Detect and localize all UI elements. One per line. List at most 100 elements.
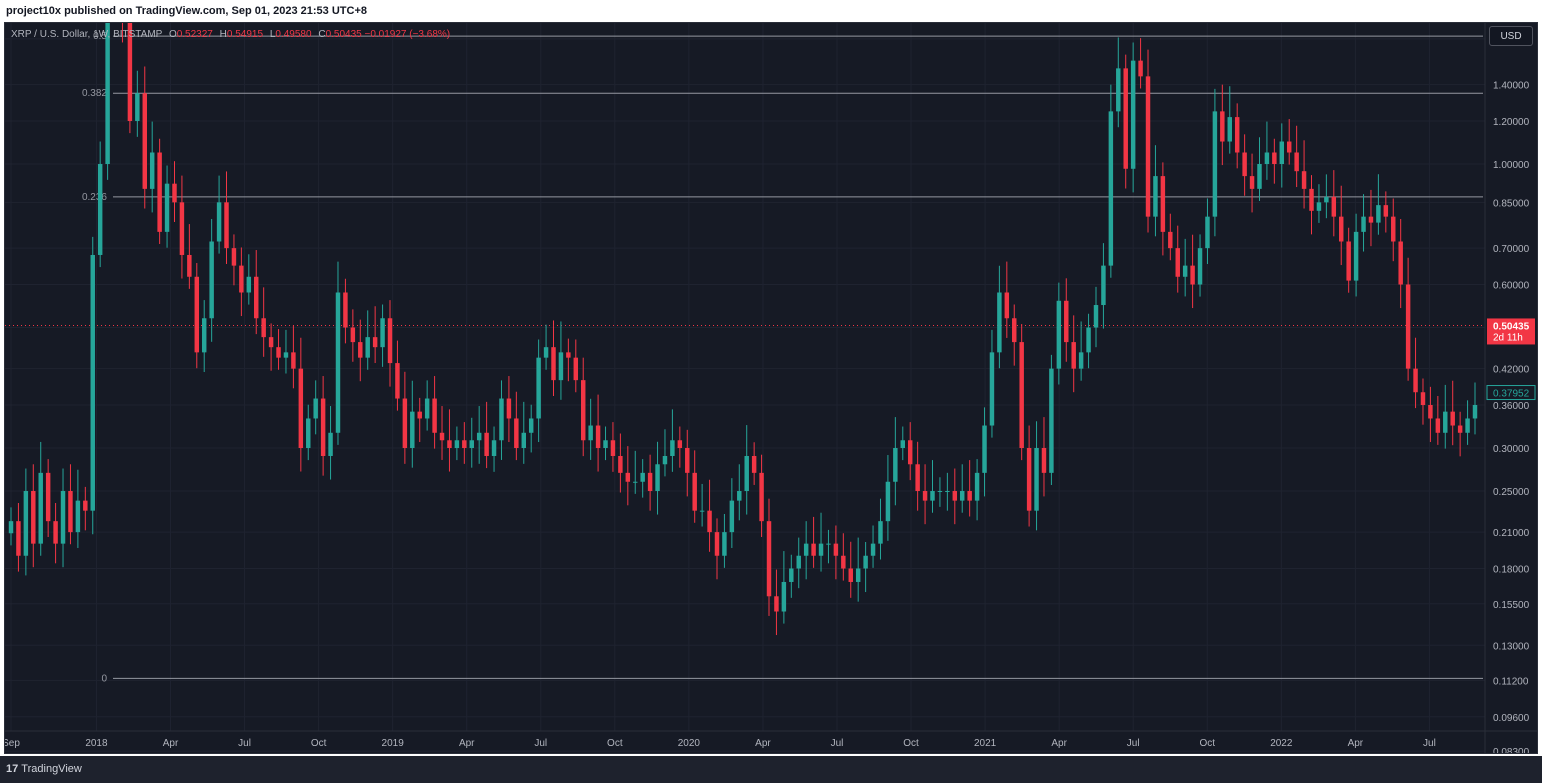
candle-body <box>283 352 289 358</box>
candle-body <box>1242 152 1247 177</box>
candle-body <box>1346 241 1351 281</box>
candle-body <box>580 380 586 441</box>
candle-body <box>1309 188 1314 211</box>
candle-body <box>372 337 378 348</box>
candle-body <box>335 292 341 433</box>
candle-body <box>989 352 995 426</box>
time-axis[interactable]: Sep 2018 Apr Jul Oct 2019 Apr Jul Oct 2020 Apr Jul O… <box>5 730 1537 749</box>
candle-body <box>855 568 861 582</box>
candle-body <box>1138 60 1143 77</box>
candle-body <box>625 472 631 482</box>
publish-info: project10x published on TradingView.com,… <box>6 5 367 17</box>
candle-body <box>1264 152 1270 165</box>
candle-body <box>239 265 244 293</box>
candle-body <box>320 398 326 456</box>
low-label: L <box>269 29 276 40</box>
candle-body <box>1428 404 1433 419</box>
candle-body <box>8 521 14 534</box>
candle-body <box>811 543 816 556</box>
candle-body <box>45 472 51 522</box>
price-tick-label: 0.15500 <box>1493 600 1530 611</box>
candle-body <box>1168 231 1173 249</box>
candle-body <box>216 202 222 242</box>
candle-body <box>1093 305 1099 328</box>
candle-body <box>38 472 43 544</box>
candle-body <box>1279 141 1285 165</box>
candle-body <box>387 318 393 364</box>
footer-bar: 17 TradingView <box>0 756 1542 783</box>
candle-body <box>1212 111 1218 217</box>
candle-body <box>514 418 519 448</box>
candle-body <box>670 440 675 456</box>
candle-body <box>1049 368 1054 473</box>
candle-body <box>1012 318 1017 343</box>
fib-level-label: 0.382 <box>82 88 107 99</box>
high-label: H <box>219 29 227 40</box>
price-tick-label: 0.18000 <box>1493 564 1530 575</box>
candle-body <box>254 276 259 319</box>
candle-body <box>1227 117 1232 142</box>
candle-body <box>900 440 906 448</box>
candle-body <box>60 491 66 544</box>
candle-body <box>1160 176 1166 232</box>
candle-body <box>157 152 162 232</box>
candle-body <box>803 543 809 556</box>
candle-body <box>23 491 29 556</box>
candle-body <box>1286 141 1292 153</box>
candle-body <box>462 440 467 448</box>
candle-body <box>744 455 749 492</box>
price-axis[interactable]: 3.600003.000002.400002.000001.700001.400… <box>1484 23 1537 753</box>
time-tick-label: Jul <box>534 738 547 749</box>
candle-body <box>424 398 430 419</box>
candle-body <box>499 398 504 441</box>
time-tick-label: Apr <box>459 738 475 749</box>
candle-body <box>476 432 482 441</box>
candle-body <box>410 411 415 448</box>
time-tick-label: Jul <box>831 738 844 749</box>
price-tick-label: 1.40000 <box>1493 81 1530 92</box>
candle-body <box>1324 196 1329 203</box>
candle-body <box>796 555 801 569</box>
candle-body <box>417 411 422 419</box>
candle-body <box>662 455 668 465</box>
candle-body <box>878 521 883 544</box>
candle-body <box>194 276 200 353</box>
candle-body <box>751 455 757 473</box>
price-tick-label: 0.13000 <box>1493 641 1530 652</box>
candle-body <box>1190 265 1195 285</box>
candle-body <box>172 183 177 203</box>
candle-body <box>833 543 839 556</box>
candle-body <box>1220 111 1225 142</box>
candle-body <box>1376 205 1381 223</box>
candle-body <box>201 318 207 353</box>
candle-body <box>16 521 21 556</box>
candle-body <box>647 472 653 492</box>
candle-body <box>1130 60 1136 169</box>
candle-body <box>1413 368 1418 393</box>
candle-body <box>83 500 88 511</box>
candle-body <box>358 342 363 358</box>
candle-body <box>1472 404 1478 419</box>
price-tick-label: 0.30000 <box>1493 444 1530 455</box>
candle-body <box>1123 68 1128 169</box>
symbol-name: XRP / U.S. Dollar, 1W, BITSTAMP <box>11 29 163 40</box>
candle-body <box>922 491 928 501</box>
tradingview-logo[interactable]: 17 TradingView <box>6 763 82 775</box>
candle-body <box>640 472 645 482</box>
candle-body <box>543 347 549 358</box>
candle-body <box>135 93 140 121</box>
candle-body <box>1182 265 1188 277</box>
candle-body <box>1086 327 1091 353</box>
price-tick-label: 1.00000 <box>1493 160 1530 171</box>
candle-body <box>380 318 385 348</box>
currency-button[interactable]: USD <box>1489 26 1533 46</box>
high-value: 0.54915 <box>226 29 264 40</box>
change-value: −0.01927 (−3.68%) <box>364 29 451 40</box>
candle-body <box>952 491 958 501</box>
candle-body <box>484 432 489 456</box>
price-tick-label: 0.08300 <box>1493 747 1530 753</box>
candle-body <box>1071 342 1076 369</box>
